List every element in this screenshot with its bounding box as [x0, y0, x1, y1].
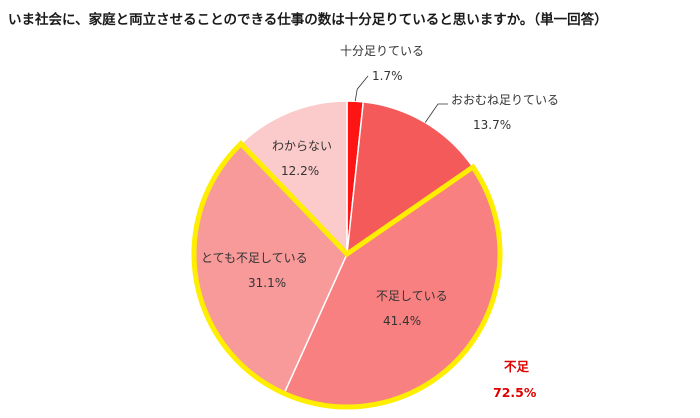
slice-label-wakaranai: わからない: [272, 139, 332, 153]
slice-value-fusoku: 41.4%: [383, 314, 421, 328]
slice-label-totemo: とても不足している: [201, 251, 308, 265]
leader-line-oomune: [425, 104, 448, 123]
slice-value-oomune: 13.7%: [473, 118, 511, 132]
slice-value-totemo: 31.1%: [248, 276, 286, 290]
slice-value-wakaranai: 12.2%: [281, 164, 319, 178]
slice-label-juubun: 十分足りている: [340, 44, 424, 58]
slice-label-fusoku: 不足している: [376, 289, 448, 303]
slice-label-oomune: おおむね足りている: [451, 93, 559, 107]
callout-label-fusoku: 不足: [504, 359, 530, 374]
callout-value-fusoku: 72.5%: [493, 385, 537, 400]
slice-value-juubun: 1.7%: [372, 69, 403, 83]
leader-line-juubun: [355, 76, 368, 101]
